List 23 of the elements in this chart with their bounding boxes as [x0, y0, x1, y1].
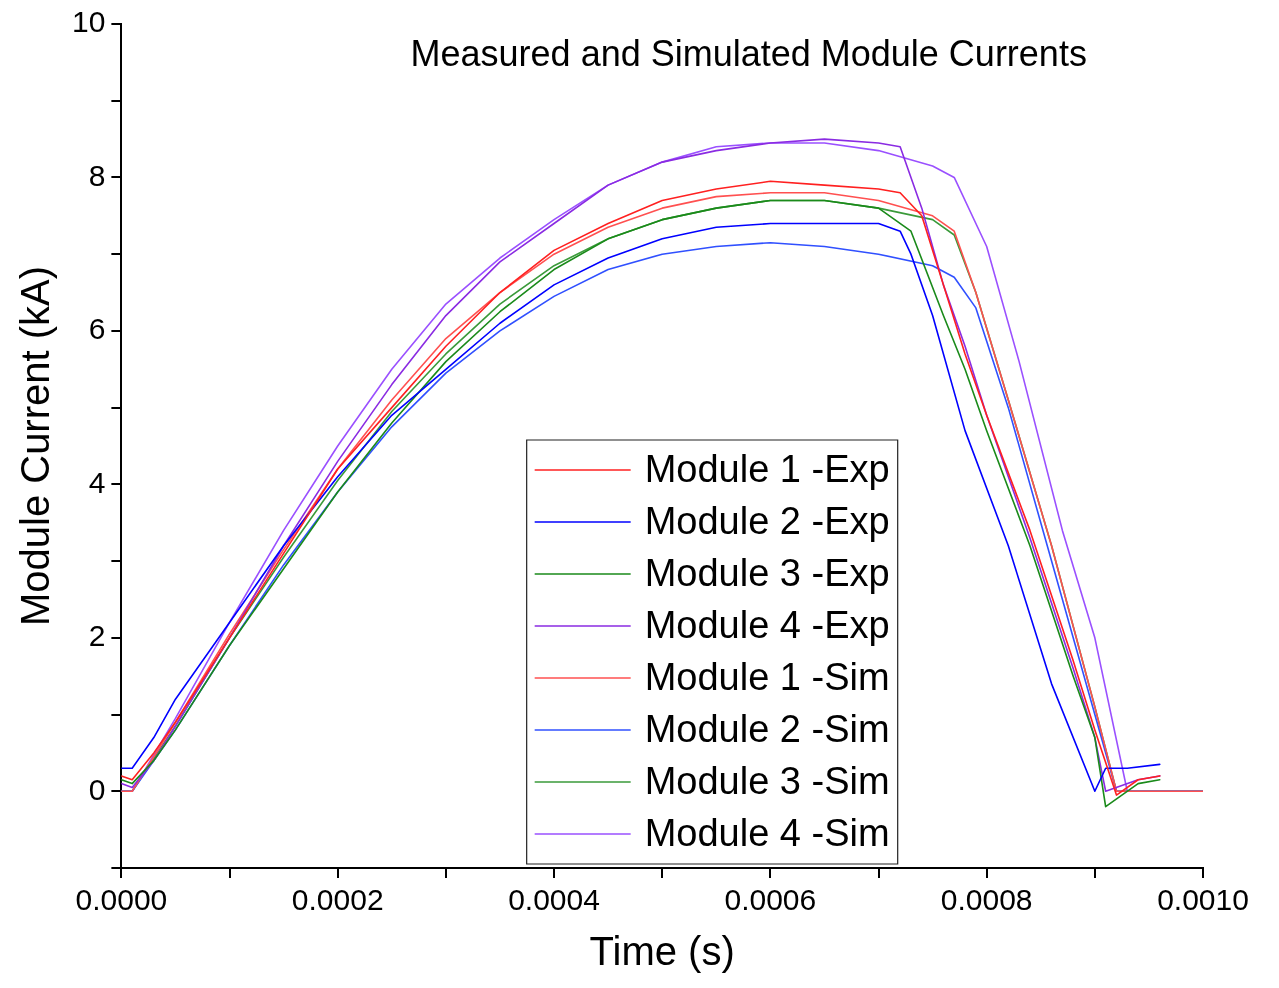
legend-label: Module 4 -Sim — [644, 812, 890, 855]
legend-label: Module 4 -Exp — [644, 604, 890, 647]
y-tick-label: 0 — [88, 772, 106, 806]
legend-label: Module 1 -Sim — [644, 656, 890, 699]
x-tick-label: 0.0006 — [724, 883, 817, 917]
y-tick-label: 4 — [88, 465, 106, 499]
legend-label: Module 2 -Sim — [644, 708, 890, 751]
x-tick-label: 0.0010 — [1157, 883, 1249, 917]
legend-label: Module 3 -Exp — [644, 552, 890, 595]
x-tick-label: 0.0000 — [75, 883, 168, 917]
y-tick-label: 6 — [88, 312, 106, 346]
chart-title: Measured and Simulated Module Currents — [410, 32, 1087, 74]
legend-label: Module 2 -Exp — [644, 500, 890, 543]
x-tick-label: 0.0004 — [508, 883, 600, 917]
y-tick-label: 10 — [71, 5, 106, 39]
x-tick-label: 0.0002 — [291, 883, 384, 917]
legend-label: Module 1 -Exp — [644, 448, 890, 491]
y-tick-label: 8 — [88, 158, 106, 192]
y-tick-label: 2 — [88, 619, 106, 653]
x-axis-title: Time (s) — [589, 929, 735, 974]
legend-label: Module 3 -Sim — [644, 760, 890, 803]
y-axis-title: Module Current (kA) — [13, 265, 58, 627]
x-tick-label: 0.0008 — [940, 883, 1033, 917]
